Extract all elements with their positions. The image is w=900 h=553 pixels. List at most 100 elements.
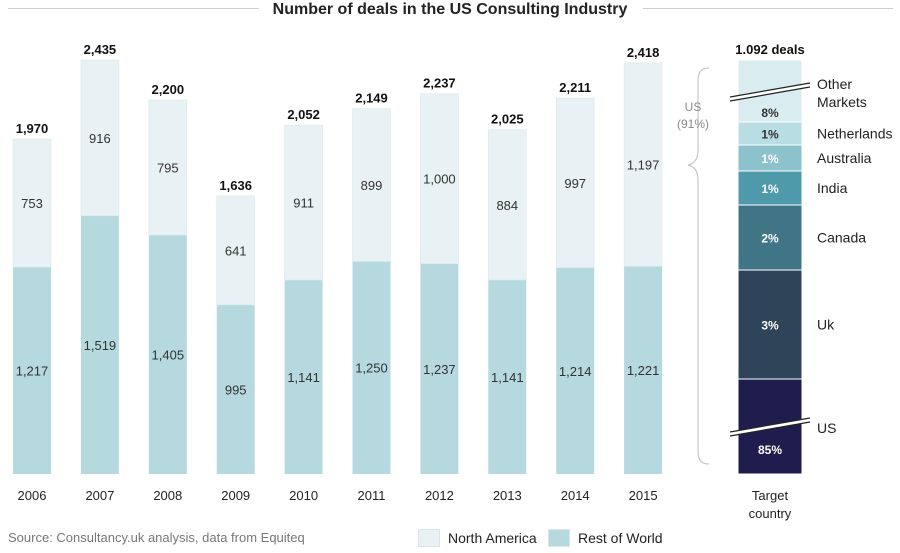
label-north-america-2011: 899: [361, 178, 383, 193]
label-total-2009: 1,636: [219, 178, 252, 193]
target-name-india: India: [817, 180, 848, 196]
bar-north-america-2014: [555, 97, 595, 268]
label-total-2013: 2,025: [491, 112, 524, 127]
x-tick-2011: 2011: [358, 488, 386, 503]
target-value-us: 85%: [758, 443, 782, 457]
bar-rest-of-world-2010: [284, 280, 323, 474]
legend-label-rest-of-world: Rest of World: [578, 530, 663, 546]
x-tick-2008: 2008: [153, 488, 182, 503]
legend-item-north-america: North America: [418, 529, 537, 547]
bar-north-america-2010: [284, 124, 323, 281]
legend-swatch-north-america: [418, 529, 440, 547]
label-total-2014: 2,211: [559, 80, 591, 95]
target-segment-australia: [737, 144, 803, 172]
x-tick-2012: 2012: [425, 488, 454, 503]
bar-north-america-2013: [487, 129, 527, 281]
axis-break-lower-line-2: [729, 421, 811, 437]
label-total-2015: 2,418: [627, 45, 660, 60]
label-rest-of-world-2014: 1,214: [559, 364, 592, 379]
us-bracket: [687, 67, 710, 465]
target-name-netherlands: Netherlands: [817, 126, 893, 142]
target-value-canada: 2%: [761, 232, 779, 246]
target-segment-uk: [737, 269, 803, 380]
target-value-netherlands: 1%: [761, 128, 779, 142]
axis-break-upper-line-2: [729, 86, 811, 102]
axis-break-upper-gap: [730, 83, 810, 101]
label-north-america-2006: 753: [21, 196, 43, 211]
x-tick-2006: 2006: [18, 488, 47, 503]
legend-label-north-america: North America: [448, 530, 537, 546]
x-tick-2009: 2009: [221, 488, 250, 503]
bar-north-america-2008: [148, 99, 188, 236]
label-rest-of-world-2006: 1,217: [16, 364, 49, 379]
bar-north-america-2006: [12, 138, 52, 268]
label-north-america-2015: 1,197: [627, 158, 660, 173]
target-x-tick-line-1: Target: [752, 488, 789, 503]
title-rule-right: [643, 8, 893, 9]
label-north-america-2013: 884: [496, 198, 518, 213]
target-name-us: US: [817, 420, 836, 436]
label-rest-of-world-2010: 1,141: [287, 370, 320, 385]
bar-north-america-2012: [420, 93, 459, 264]
bar-rest-of-world-2014: [556, 267, 595, 474]
bar-rest-of-world-2012: [420, 263, 459, 474]
x-tick-2007: 2007: [85, 488, 114, 503]
label-north-america-2009: 641: [225, 243, 247, 258]
target-value-india: 1%: [761, 182, 779, 196]
bar-rest-of-world-2008: [148, 235, 187, 474]
legend-item-rest-of-world: Rest of World: [548, 529, 663, 547]
bar-rest-of-world-2006: [13, 267, 51, 474]
bar-rest-of-world-2007: [80, 215, 119, 474]
label-total-2006: 1,970: [16, 121, 49, 136]
label-north-america-2014: 997: [564, 176, 586, 191]
target-bar-header: 1.092 deals: [735, 42, 804, 57]
target-name-uk: Uk: [817, 317, 835, 333]
target-segment-india: [737, 170, 803, 206]
source-note: Source: Consultancy.uk analysis, data fr…: [8, 530, 305, 545]
us-bracket-label-1: US: [685, 100, 702, 114]
label-total-2008: 2,200: [152, 82, 185, 97]
axis-break-upper-line-1: [729, 82, 811, 98]
target-name-canada: Canada: [817, 230, 866, 246]
target-name-other-markets-1: Markets: [817, 94, 867, 110]
bar-north-america-2007: [80, 59, 120, 217]
legend-swatch-rest-of-world: [548, 529, 570, 547]
bar-rest-of-world-2009: [216, 304, 255, 474]
target-segment-canada: [737, 204, 803, 271]
us-bracket-label-2: (91%): [677, 117, 709, 131]
bar-rest-of-world-2011: [352, 261, 391, 474]
target-x-tick-line-2: country: [749, 506, 792, 521]
label-rest-of-world-2008: 1,405: [152, 348, 185, 363]
label-rest-of-world-2012: 1,237: [423, 362, 456, 377]
label-north-america-2012: 1,000: [423, 172, 456, 187]
x-tick-2010: 2010: [289, 488, 318, 503]
target-value-australia: 1%: [761, 152, 779, 166]
bar-rest-of-world-2015: [624, 266, 663, 474]
label-north-america-2007: 916: [89, 131, 111, 146]
label-north-america-2010: 911: [293, 196, 314, 211]
label-rest-of-world-2015: 1,221: [627, 363, 660, 378]
bar-north-america-2015: [623, 62, 663, 267]
label-north-america-2008: 795: [157, 161, 179, 176]
axis-break-lower-line-1: [729, 417, 811, 433]
x-tick-2015: 2015: [629, 488, 658, 503]
chart-title-text: Number of deals in the US Consulting Ind…: [258, 1, 642, 18]
title-rule-left: [8, 8, 260, 9]
x-tick-2014: 2014: [561, 488, 590, 503]
target-name-other-markets-0: Other: [817, 76, 852, 92]
axis-break-lower-gap: [730, 418, 810, 436]
label-total-2011: 2,149: [355, 91, 388, 106]
target-name-australia: Australia: [817, 150, 872, 166]
label-rest-of-world-2007: 1,519: [84, 338, 117, 353]
target-value-uk: 3%: [761, 319, 779, 333]
label-rest-of-world-2011: 1,250: [355, 361, 388, 376]
label-rest-of-world-2009: 995: [225, 382, 247, 397]
x-tick-2013: 2013: [493, 488, 522, 503]
bar-north-america-2011: [352, 108, 391, 262]
bar-north-america-2009: [216, 195, 255, 306]
chart-title: Number of deals in the US Consulting Ind…: [0, 0, 900, 20]
label-rest-of-world-2013: 1,141: [491, 370, 524, 385]
label-total-2007: 2,435: [84, 42, 117, 57]
bar-rest-of-world-2013: [488, 280, 527, 474]
